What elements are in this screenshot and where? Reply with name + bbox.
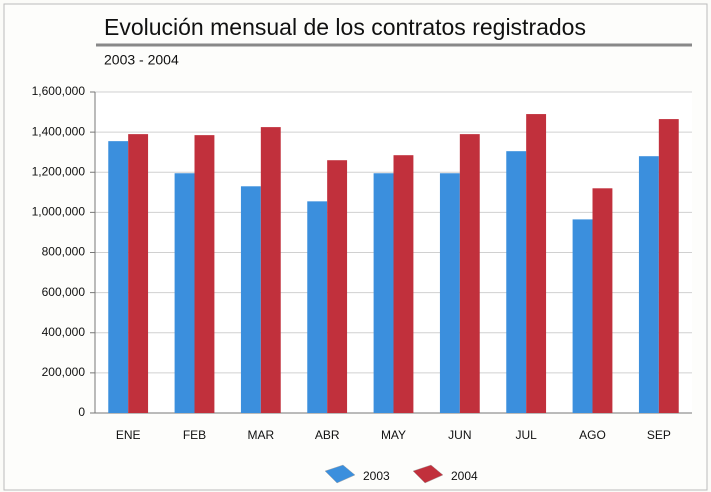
bar bbox=[506, 151, 527, 413]
y-tick-label: 0 bbox=[78, 405, 85, 419]
x-tick-label: JUL bbox=[515, 428, 537, 442]
x-tick-label: AGO bbox=[579, 428, 606, 442]
y-tick-label: 800,000 bbox=[42, 245, 86, 259]
bar bbox=[638, 156, 659, 413]
legend-swatch bbox=[412, 464, 444, 484]
y-tick-label: 400,000 bbox=[42, 325, 86, 339]
legend-label: 2003 bbox=[363, 469, 390, 483]
y-tick-label: 1,200,000 bbox=[32, 164, 86, 178]
x-tick-label: MAY bbox=[381, 428, 406, 442]
bar bbox=[572, 219, 593, 413]
y-tick-label: 1,400,000 bbox=[32, 124, 86, 138]
legend-swatch bbox=[324, 464, 356, 484]
x-tick-label: JUN bbox=[448, 428, 471, 442]
y-tick-label: 200,000 bbox=[42, 365, 86, 379]
bar bbox=[174, 173, 195, 413]
chart-subtitle: 2003 - 2004 bbox=[104, 52, 179, 68]
bar bbox=[526, 114, 547, 413]
bar bbox=[592, 188, 613, 413]
bar bbox=[327, 160, 348, 413]
bar bbox=[373, 173, 394, 413]
y-tick-label: 600,000 bbox=[42, 285, 86, 299]
legend-label: 2004 bbox=[451, 469, 478, 483]
chart-title: Evolución mensual de los contratos regis… bbox=[104, 14, 586, 40]
bar bbox=[128, 134, 149, 413]
x-tick-label: FEB bbox=[183, 428, 206, 442]
bar bbox=[260, 127, 281, 413]
bar bbox=[658, 119, 679, 413]
bar bbox=[459, 134, 480, 413]
bar bbox=[307, 201, 328, 413]
y-tick-label: 1,000,000 bbox=[32, 205, 86, 219]
x-tick-label: MAR bbox=[247, 428, 274, 442]
bar bbox=[240, 186, 261, 413]
x-tick-label: ABR bbox=[315, 428, 340, 442]
x-tick-label: ENE bbox=[116, 428, 141, 442]
y-tick-label: 1,600,000 bbox=[32, 84, 86, 98]
bar bbox=[393, 155, 414, 413]
bar bbox=[194, 135, 215, 413]
x-tick-label: SEP bbox=[647, 428, 671, 442]
bar bbox=[108, 141, 129, 413]
bar bbox=[439, 173, 460, 413]
